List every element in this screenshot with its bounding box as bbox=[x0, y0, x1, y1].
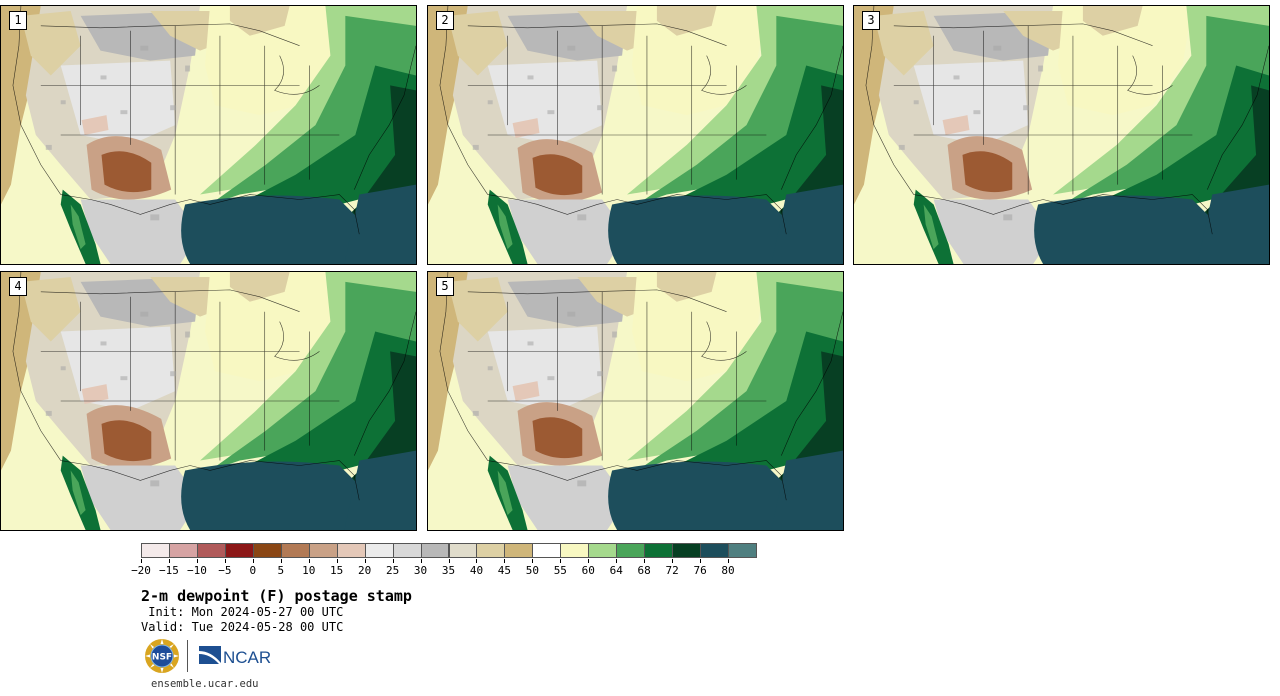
colorbar-tick-label: −20 bbox=[131, 564, 151, 577]
dewpoint-colorbar bbox=[141, 543, 757, 563]
colorbar-tick bbox=[224, 559, 226, 563]
colorbar-tick bbox=[728, 559, 730, 563]
colorbar-bin bbox=[280, 543, 310, 558]
colorbar-bin bbox=[700, 543, 730, 558]
colorbar-bin bbox=[672, 543, 702, 558]
member-number-label: 2 bbox=[436, 11, 454, 30]
colorbar-bin bbox=[336, 543, 366, 558]
valid-time: Valid: Tue 2024-05-28 00 UTC bbox=[141, 620, 344, 634]
ensemble-member-5-map[interactable]: 5 bbox=[427, 271, 844, 531]
colorbar-tick bbox=[168, 559, 170, 563]
colorbar-tick-label: 25 bbox=[385, 564, 400, 577]
figure-title: 2-m dewpoint (F) postage stamp bbox=[141, 587, 412, 605]
colorbar-bin bbox=[616, 543, 646, 558]
colorbar-tick-label: 50 bbox=[525, 564, 539, 577]
colorbar-bin bbox=[560, 543, 590, 558]
colorbar-tick-label: 80 bbox=[721, 564, 735, 577]
colorbar-bin bbox=[224, 543, 254, 558]
colorbar-bin bbox=[728, 543, 757, 558]
colorbar-tick bbox=[448, 559, 450, 563]
colorbar-bin bbox=[392, 543, 422, 558]
colorbar-bin bbox=[644, 543, 674, 558]
colorbar-tick-label: 30 bbox=[413, 564, 428, 577]
colorbar-tick bbox=[672, 559, 674, 563]
colorbar-tick-label: 35 bbox=[441, 564, 456, 577]
colorbar-bin bbox=[168, 543, 198, 558]
colorbar-bin bbox=[588, 543, 618, 558]
colorbar-tick-label: 20 bbox=[358, 564, 372, 577]
colorbar-tick-label: 72 bbox=[665, 564, 679, 577]
colorbar-tick-label: 64 bbox=[609, 564, 623, 577]
colorbar-tick-label: −15 bbox=[159, 564, 179, 577]
colorbar-tick bbox=[280, 559, 282, 563]
init-time: Init: Mon 2024-05-27 00 UTC bbox=[141, 605, 344, 619]
colorbar-tick-label: 45 bbox=[497, 564, 512, 577]
colorbar-tick bbox=[420, 559, 422, 563]
colorbar-tick-label: −5 bbox=[218, 564, 232, 577]
colorbar-tick bbox=[616, 559, 618, 563]
colorbar-tick-label: −10 bbox=[186, 564, 207, 577]
colorbar-tick-label: 0 bbox=[249, 564, 257, 577]
colorbar-tick bbox=[141, 559, 142, 563]
colorbar-tick-label: 40 bbox=[469, 564, 484, 577]
member-number-label: 3 bbox=[862, 11, 880, 30]
colorbar-tick bbox=[700, 559, 702, 563]
ensemble-member-2-map[interactable]: 2 bbox=[427, 5, 844, 265]
colorbar-tick-label: 15 bbox=[330, 564, 344, 577]
colorbar-tick-label: 68 bbox=[637, 564, 651, 577]
colorbar-tick bbox=[504, 559, 506, 563]
colorbar-bin bbox=[476, 543, 506, 558]
colorbar-tick bbox=[392, 559, 394, 563]
colorbar-tick-label: 76 bbox=[693, 564, 707, 577]
colorbar-tick bbox=[588, 559, 590, 563]
nsf-logo[interactable]: NSF bbox=[144, 638, 180, 674]
member-number-label: 4 bbox=[9, 277, 27, 296]
colorbar-tick bbox=[644, 559, 646, 563]
ncar-logo-text: NCAR bbox=[223, 648, 271, 667]
website-url[interactable]: ensemble.ucar.edu bbox=[151, 678, 259, 690]
member-number-label: 5 bbox=[436, 277, 454, 296]
ensemble-member-3-map[interactable]: 3 bbox=[853, 5, 1270, 265]
colorbar-bin bbox=[448, 543, 478, 558]
colorbar-tick-label: 10 bbox=[302, 564, 316, 577]
colorbar-bin bbox=[196, 543, 226, 558]
ensemble-member-4-map[interactable]: 4 bbox=[0, 271, 417, 531]
colorbar-tick-label: 55 bbox=[553, 564, 567, 577]
colorbar-tick-label: 60 bbox=[581, 564, 595, 577]
colorbar-tick bbox=[308, 559, 310, 563]
ncar-logo[interactable]: NCAR bbox=[197, 643, 273, 667]
ensemble-member-1-map[interactable]: 1 bbox=[0, 5, 417, 265]
colorbar-bin bbox=[504, 543, 534, 558]
colorbar-bin bbox=[420, 543, 450, 558]
colorbar-tick bbox=[476, 559, 478, 563]
logo-divider bbox=[187, 640, 188, 672]
colorbar-bin bbox=[532, 543, 562, 558]
colorbar-tick bbox=[336, 559, 338, 563]
colorbar-tick bbox=[252, 559, 254, 563]
colorbar-tick bbox=[560, 559, 562, 563]
colorbar-tick bbox=[196, 559, 198, 563]
colorbar-tick bbox=[532, 559, 534, 563]
colorbar-tick bbox=[364, 559, 366, 563]
colorbar-bin bbox=[308, 543, 338, 558]
colorbar-tick-label: 5 bbox=[277, 564, 285, 577]
colorbar-bin bbox=[252, 543, 282, 558]
member-number-label: 1 bbox=[9, 11, 27, 30]
nsf-logo-text: NSF bbox=[152, 653, 172, 663]
colorbar-bin bbox=[364, 543, 394, 558]
colorbar-bin bbox=[141, 543, 170, 558]
